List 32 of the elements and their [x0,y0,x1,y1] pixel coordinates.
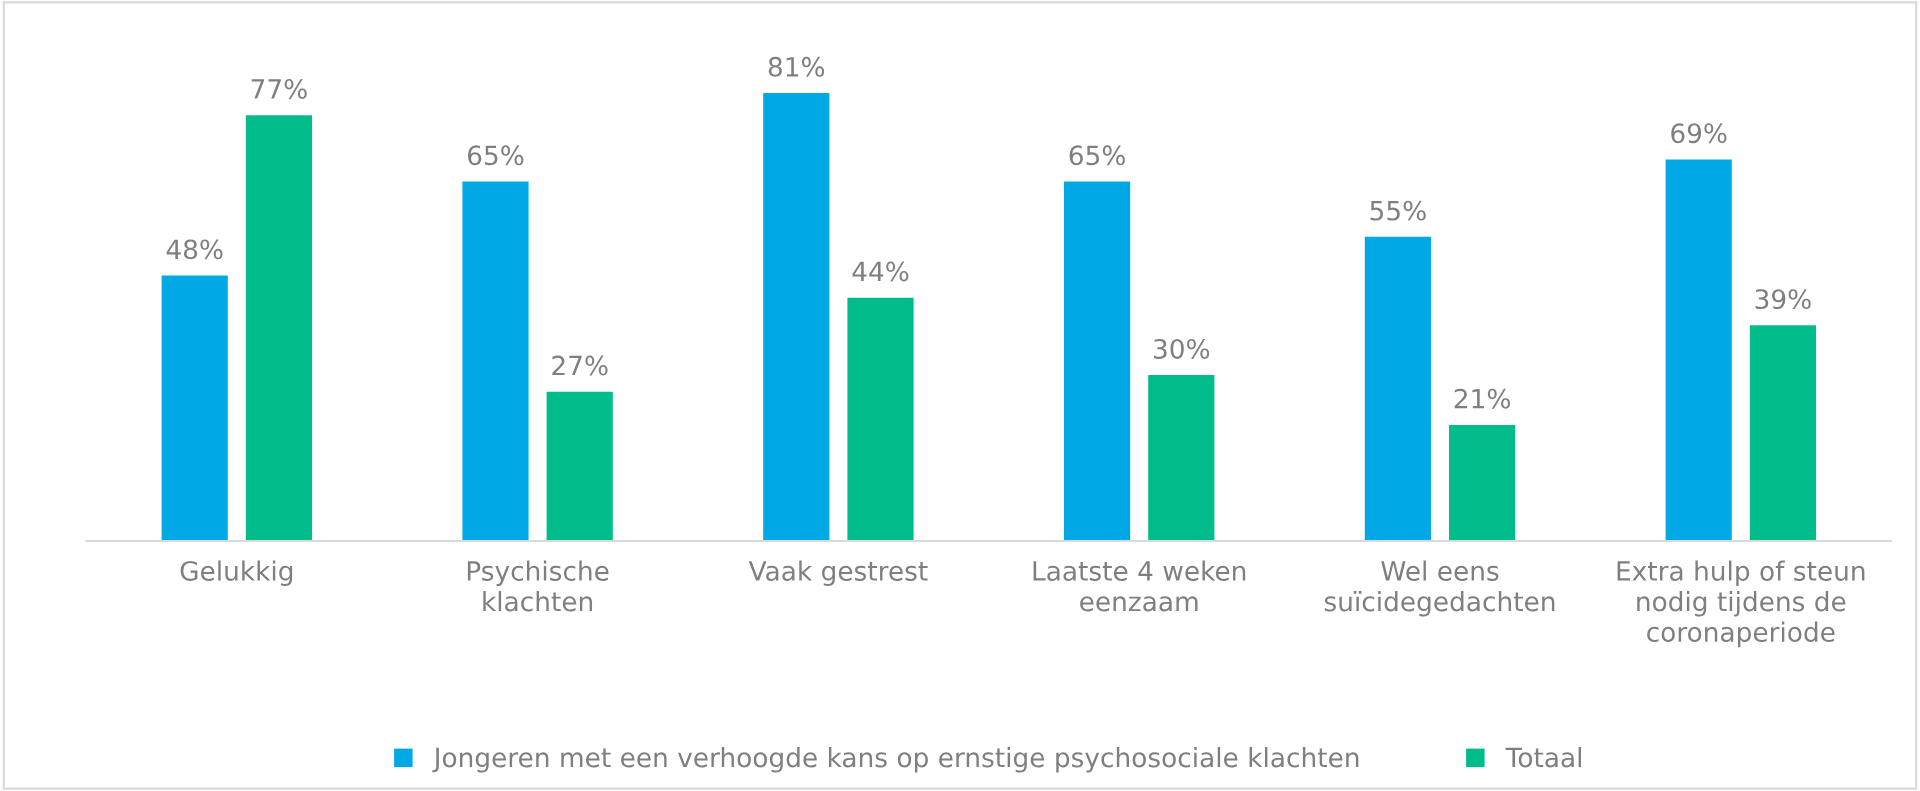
bar [1364,236,1431,542]
data-label: 30% [1154,338,1210,359]
data-label: 44% [852,261,909,282]
x-tick-label: Vaak gestrest [748,560,928,587]
x-tick-label: Extra hulp of steun nodig tijdens de coronaperiode [1617,560,1865,648]
legend-label: Jongeren met een verhoogde kans op ernstige psychosociale klachten [432,747,1359,773]
data-label: 81% [768,56,825,77]
bar [161,275,228,542]
data-label: 21% [1454,388,1510,409]
bar [847,297,914,542]
data-label: 55% [1370,200,1426,221]
bar [763,93,830,542]
data-label: 65% [1069,145,1125,166]
x-tick-label: Wel eens suïcidegedachten [1324,560,1555,617]
x-tick-label: Gelukkig [180,560,293,587]
x-tick-label: Laatste 4 weken eenzaam [1033,560,1246,612]
x-tick-label: Psychische klachten [467,560,609,612]
data-label: 39% [1755,289,1811,310]
data-label: 27% [552,355,608,376]
bar [1665,159,1732,542]
bar [1449,424,1516,542]
bar [1064,181,1131,542]
bar [546,391,613,542]
data-label: 69% [1671,123,1727,144]
data-label: 48% [166,239,223,260]
data-label: 65% [468,145,524,166]
bar [1148,375,1215,542]
data-label: 77% [251,78,307,99]
legend-label: Totaal [1505,747,1582,768]
bar [462,181,529,542]
bar [1749,325,1816,542]
bar [245,115,312,542]
